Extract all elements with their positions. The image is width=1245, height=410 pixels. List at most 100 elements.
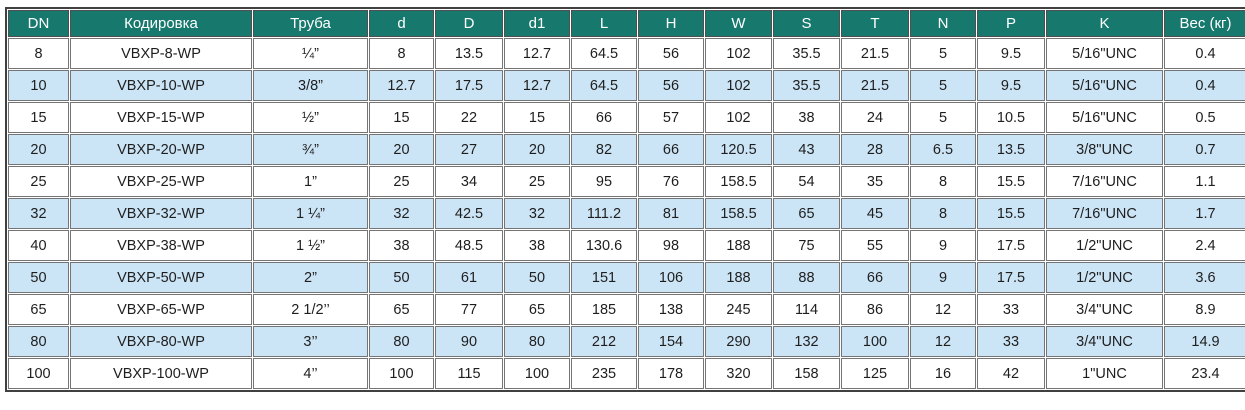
table-cell: VBXP-15-WP (70, 102, 252, 133)
table-cell: VBXP-20-WP (70, 134, 252, 165)
table-cell: 90 (435, 326, 503, 357)
column-header-d1: d1 (504, 10, 570, 37)
table-cell: 125 (841, 358, 909, 389)
column-header-code: Кодировка (70, 10, 252, 37)
table-cell: 15 (8, 102, 69, 133)
table-cell: 20 (369, 134, 434, 165)
table-cell: 17.5 (977, 230, 1045, 261)
table-cell: 100 (369, 358, 434, 389)
table-cell: 16 (910, 358, 976, 389)
table-cell: 57 (638, 102, 704, 133)
table-cell: 48.5 (435, 230, 503, 261)
table-cell: 42 (977, 358, 1045, 389)
column-header-pipe: Труба (253, 10, 368, 37)
table-cell: 22 (435, 102, 503, 133)
table-cell: 5 (910, 102, 976, 133)
table-cell: 64.5 (571, 70, 637, 101)
table-cell: 23.4 (1164, 358, 1245, 389)
table-cell: 25 (369, 166, 434, 197)
table-row: 40 VBXP-38-WP 1 ½” 38 48.5 38 130.6 98 1… (8, 230, 1245, 261)
table-cell: 245 (705, 294, 772, 325)
table-row: 25 VBXP-25-WP 1” 25 34 25 95 76 158.5 54… (8, 166, 1245, 197)
table-cell: 132 (773, 326, 840, 357)
column-header-d-major: D (435, 10, 503, 37)
table-cell: 80 (369, 326, 434, 357)
table-row: 65 VBXP-65-WP 2 1/2’’ 65 77 65 185 138 2… (8, 294, 1245, 325)
table-cell: 50 (504, 262, 570, 293)
table-cell: 65 (773, 198, 840, 229)
table-cell: 0.7 (1164, 134, 1245, 165)
table-cell: 102 (705, 70, 772, 101)
table-cell: 43 (773, 134, 840, 165)
column-header-s: S (773, 10, 840, 37)
table-cell: 38 (773, 102, 840, 133)
table-cell: 1.1 (1164, 166, 1245, 197)
table-cell: 15 (504, 102, 570, 133)
table-cell: 20 (504, 134, 570, 165)
table-cell: 10 (8, 70, 69, 101)
table-cell: 17.5 (977, 262, 1045, 293)
table-cell: 114 (773, 294, 840, 325)
table-cell: 86 (841, 294, 909, 325)
table-cell: 290 (705, 326, 772, 357)
column-header-n: N (910, 10, 976, 37)
table-cell: 98 (638, 230, 704, 261)
table-cell: 6.5 (910, 134, 976, 165)
table-cell: 76 (638, 166, 704, 197)
table-cell: 45 (841, 198, 909, 229)
table-cell: 82 (571, 134, 637, 165)
table-cell: 61 (435, 262, 503, 293)
column-header-weight: Вес (кг) (1164, 10, 1245, 37)
table-cell: 66 (571, 102, 637, 133)
table-cell: 1 ¼” (253, 198, 368, 229)
table-cell: 35 (841, 166, 909, 197)
table-cell: 25 (504, 166, 570, 197)
table-cell: 3.6 (1164, 262, 1245, 293)
table-cell: 138 (638, 294, 704, 325)
table-cell: 27 (435, 134, 503, 165)
table-cell: 65 (8, 294, 69, 325)
table-cell: 12.7 (369, 70, 434, 101)
table-cell: 320 (705, 358, 772, 389)
table-cell: 106 (638, 262, 704, 293)
table-row: 20 VBXP-20-WP ¾” 20 27 20 82 66 120.5 43… (8, 134, 1245, 165)
table-cell: 158 (773, 358, 840, 389)
table-cell: 34 (435, 166, 503, 197)
table-cell: 178 (638, 358, 704, 389)
column-header-dn: DN (8, 10, 69, 37)
table-cell: 54 (773, 166, 840, 197)
table-cell: 56 (638, 70, 704, 101)
table-cell: 4’’ (253, 358, 368, 389)
table-cell: 1"UNC (1046, 358, 1163, 389)
column-header-h: H (638, 10, 704, 37)
table-cell: 100 (841, 326, 909, 357)
table-cell: 50 (8, 262, 69, 293)
table-row: 80 VBXP-80-WP 3’’ 80 90 80 212 154 290 1… (8, 326, 1245, 357)
table-row: 50 VBXP-50-WP 2” 50 61 50 151 106 188 88… (8, 262, 1245, 293)
table-cell: 9 (910, 230, 976, 261)
table-cell: 88 (773, 262, 840, 293)
table-cell: 3/4"UNC (1046, 326, 1163, 357)
table-cell: 9.5 (977, 38, 1045, 69)
table-cell: 15.5 (977, 198, 1045, 229)
table-cell: 15 (369, 102, 434, 133)
table-cell: 15.5 (977, 166, 1045, 197)
table-cell: 5/16"UNC (1046, 38, 1163, 69)
table-cell: 21.5 (841, 38, 909, 69)
column-header-k: K (1046, 10, 1163, 37)
table-cell: 17.5 (435, 70, 503, 101)
table-cell: 55 (841, 230, 909, 261)
table-cell: ¾” (253, 134, 368, 165)
table-row: 8 VBXP-8-WP ¼” 8 13.5 12.7 64.5 56 102 3… (8, 38, 1245, 69)
table-cell: 0.4 (1164, 38, 1245, 69)
table-cell: 7/16"UNC (1046, 166, 1163, 197)
table-cell: 12.7 (504, 70, 570, 101)
table-cell: 100 (8, 358, 69, 389)
table-cell: 12 (910, 294, 976, 325)
table-cell: 40 (8, 230, 69, 261)
column-header-t: T (841, 10, 909, 37)
table-cell: 77 (435, 294, 503, 325)
table-row: 100 VBXP-100-WP 4’’ 100 115 100 235 178 … (8, 358, 1245, 389)
table-cell: 66 (638, 134, 704, 165)
table-cell: 64.5 (571, 38, 637, 69)
